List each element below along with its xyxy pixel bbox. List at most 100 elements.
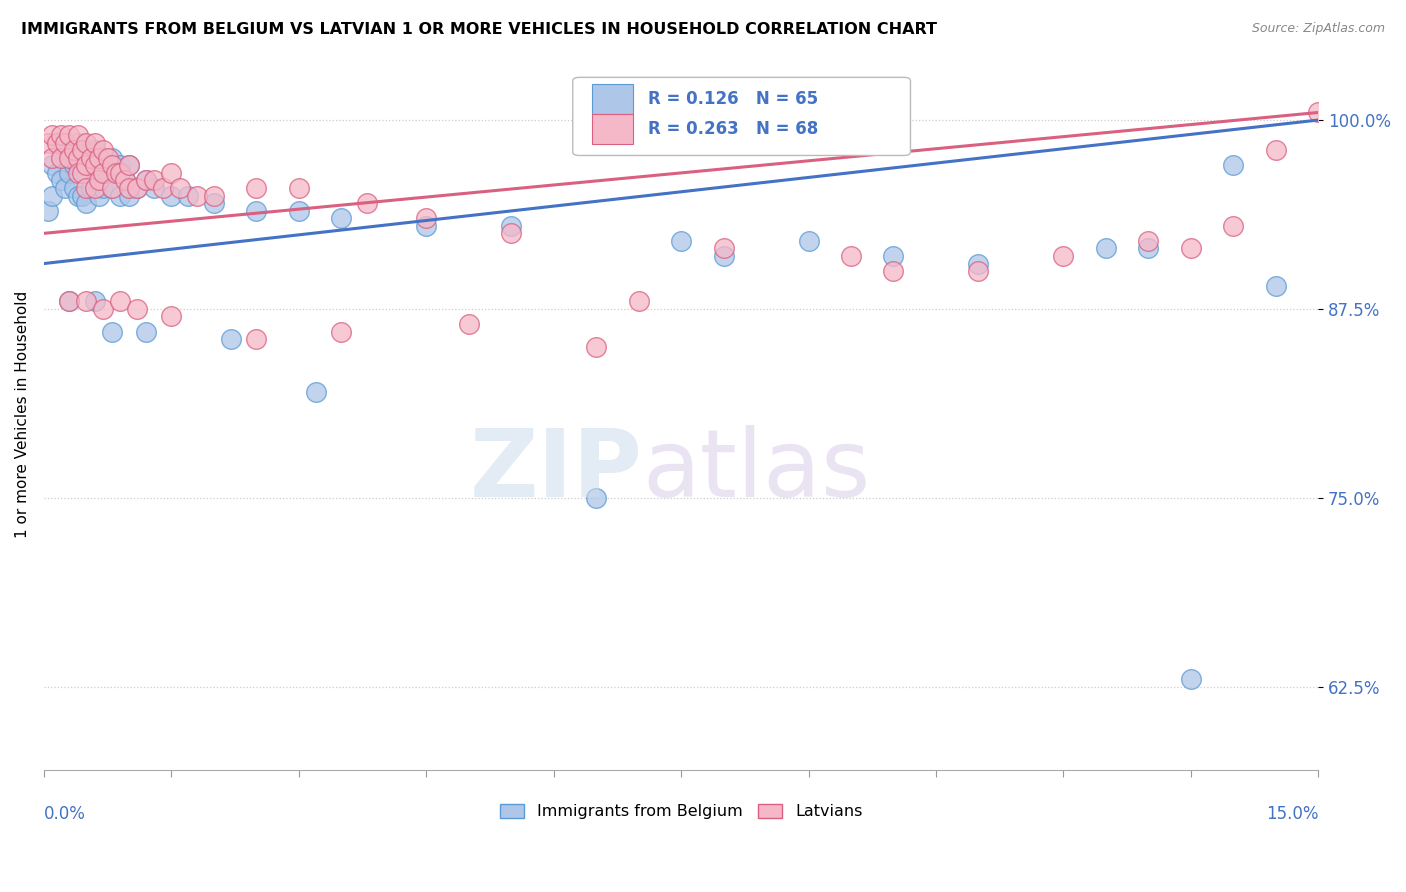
Point xyxy=(169,181,191,195)
FancyBboxPatch shape xyxy=(592,84,633,113)
Point xyxy=(585,491,607,505)
Point xyxy=(245,332,267,346)
Point xyxy=(93,151,115,165)
Point xyxy=(415,211,437,226)
Point xyxy=(83,173,105,187)
Point xyxy=(66,188,89,202)
Point xyxy=(1095,242,1118,256)
Point xyxy=(45,136,67,150)
Point xyxy=(110,294,132,309)
Point xyxy=(415,219,437,233)
Point xyxy=(713,249,735,263)
Point xyxy=(83,143,105,157)
Point xyxy=(79,151,101,165)
Point xyxy=(135,173,157,187)
Point xyxy=(83,181,105,195)
Point xyxy=(114,173,136,187)
Point xyxy=(1264,143,1286,157)
Point xyxy=(75,143,97,157)
Point xyxy=(457,317,479,331)
Point xyxy=(70,188,93,202)
Point xyxy=(118,188,141,202)
Point xyxy=(1308,105,1330,120)
Point xyxy=(83,158,105,172)
Point xyxy=(287,203,309,218)
Point xyxy=(1137,242,1160,256)
Point xyxy=(135,325,157,339)
FancyBboxPatch shape xyxy=(572,78,911,155)
Point xyxy=(70,143,93,157)
Point xyxy=(305,384,328,399)
Point xyxy=(143,181,166,195)
Point xyxy=(45,166,67,180)
Text: 15.0%: 15.0% xyxy=(1265,805,1319,823)
Point xyxy=(93,143,115,157)
Point xyxy=(186,188,208,202)
Point xyxy=(66,166,89,180)
Text: ZIP: ZIP xyxy=(470,425,643,517)
Y-axis label: 1 or more Vehicles in Household: 1 or more Vehicles in Household xyxy=(15,291,30,538)
Point xyxy=(356,196,378,211)
Point xyxy=(219,332,242,346)
Point xyxy=(669,234,692,248)
Point xyxy=(58,151,80,165)
Point xyxy=(37,136,59,150)
Text: 0.0%: 0.0% xyxy=(44,805,86,823)
Point xyxy=(66,128,89,142)
Point xyxy=(245,181,267,195)
Point xyxy=(135,173,157,187)
Point xyxy=(1222,219,1244,233)
Point xyxy=(101,181,124,195)
Point xyxy=(101,181,124,195)
Point xyxy=(330,211,353,226)
Point xyxy=(93,181,115,195)
Point xyxy=(87,188,110,202)
Legend: Immigrants from Belgium, Latvians: Immigrants from Belgium, Latvians xyxy=(494,797,869,826)
Point xyxy=(143,173,166,187)
Point xyxy=(160,188,183,202)
Point xyxy=(53,151,76,165)
Point xyxy=(93,301,115,316)
Point xyxy=(627,294,650,309)
Point xyxy=(110,166,132,180)
Point xyxy=(967,256,990,270)
Point xyxy=(75,181,97,195)
Point xyxy=(330,325,353,339)
Point xyxy=(79,151,101,165)
Point xyxy=(58,143,80,157)
Point xyxy=(53,136,76,150)
Point xyxy=(62,181,84,195)
Point xyxy=(114,173,136,187)
Point xyxy=(79,181,101,195)
Point xyxy=(87,158,110,172)
Point xyxy=(202,196,225,211)
Point xyxy=(53,181,76,195)
Point xyxy=(118,158,141,172)
Point xyxy=(62,143,84,157)
Point xyxy=(797,234,820,248)
Point xyxy=(97,151,120,165)
Point xyxy=(75,136,97,150)
Text: atlas: atlas xyxy=(643,425,872,517)
Point xyxy=(118,181,141,195)
Point xyxy=(110,188,132,202)
Text: R = 0.126   N = 65: R = 0.126 N = 65 xyxy=(648,90,818,108)
FancyBboxPatch shape xyxy=(592,114,633,145)
Point xyxy=(41,188,63,202)
Point xyxy=(58,294,80,309)
Point xyxy=(1180,242,1202,256)
Point xyxy=(97,166,120,180)
Point xyxy=(1137,234,1160,248)
Point xyxy=(501,219,523,233)
Point xyxy=(202,188,225,202)
Point xyxy=(93,166,115,180)
Point xyxy=(75,294,97,309)
Point xyxy=(101,325,124,339)
Point xyxy=(41,151,63,165)
Point xyxy=(101,151,124,165)
Point xyxy=(882,264,904,278)
Point xyxy=(245,203,267,218)
Point xyxy=(127,181,149,195)
Point xyxy=(75,196,97,211)
Point xyxy=(501,227,523,241)
